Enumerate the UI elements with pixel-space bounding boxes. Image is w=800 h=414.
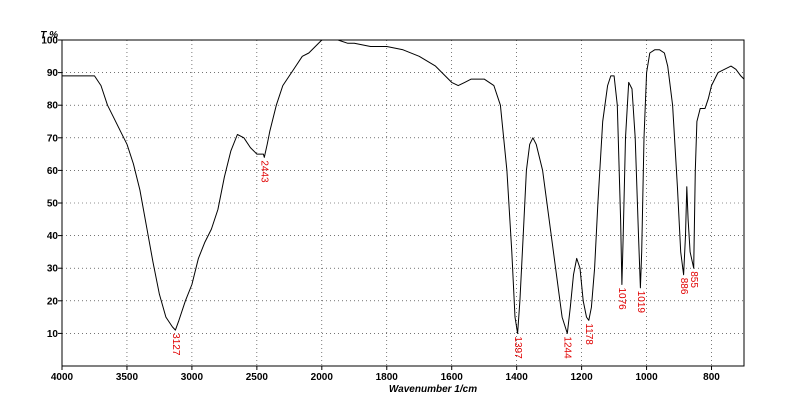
peak-annotations: 3127 2443 1397 1244 1178 1076 1019 886 855 <box>170 160 699 359</box>
y-tick-label: 100 <box>41 36 58 47</box>
x-tick-label: 1800 <box>376 372 399 383</box>
peak-label: 1178 <box>583 323 594 345</box>
x-tick-label: 1200 <box>570 372 593 383</box>
x-tick-label: 1400 <box>506 372 529 383</box>
y-tick-label: 10 <box>47 329 59 340</box>
x-axis-ticks: 4000 3500 3000 2500 2000 1800 1600 1400 1200 1000… <box>51 366 720 383</box>
y-tick-label: 90 <box>47 68 59 79</box>
y-axis-ticks: 10 20 30 40 50 60 70 80 90 100 <box>41 36 62 340</box>
y-tick-label: 40 <box>47 231 59 242</box>
peak-label: 855 <box>688 271 699 288</box>
x-tick-label: 2500 <box>246 372 269 383</box>
peak-label: 1019 <box>635 291 646 314</box>
x-tick-label: 1600 <box>441 372 464 383</box>
x-tick-label: 2000 <box>311 372 334 383</box>
x-tick-label: 4000 <box>51 372 74 383</box>
y-tick-label: 30 <box>47 264 59 275</box>
peak-label: 1076 <box>616 288 627 311</box>
y-tick-label: 50 <box>47 199 59 210</box>
x-tick-label: 3000 <box>181 372 204 383</box>
x-tick-label: 1000 <box>635 372 658 383</box>
y-tick-label: 70 <box>47 133 59 144</box>
x-axis-title: Wavenumber 1/cm <box>389 384 477 395</box>
y-tick-label: 60 <box>47 166 59 177</box>
y-tick-label: 20 <box>47 296 59 307</box>
grid <box>62 39 744 366</box>
transmittance-line <box>62 39 745 334</box>
peak-label: 2443 <box>259 160 270 183</box>
peak-label: 1244 <box>562 336 573 359</box>
x-tick-label: 800 <box>703 372 720 383</box>
spectrum-series <box>62 39 745 334</box>
peak-label: 1397 <box>512 336 523 359</box>
peak-label: 886 <box>678 278 689 295</box>
y-axis-title: T % <box>40 30 58 41</box>
peak-label: 3127 <box>170 333 181 356</box>
x-tick-label: 3500 <box>116 372 139 383</box>
y-tick-label: 80 <box>47 101 59 112</box>
